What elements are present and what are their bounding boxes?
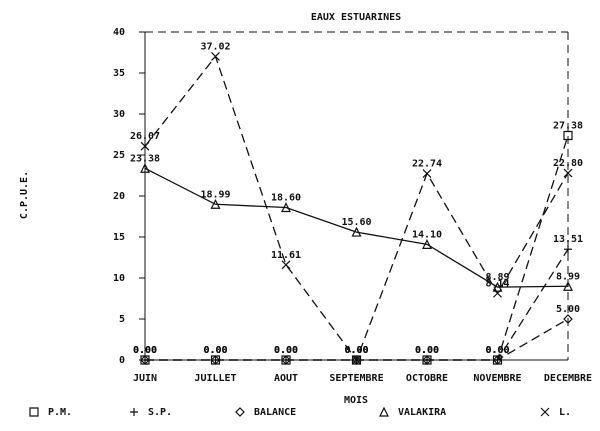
legend-label: BALANCE xyxy=(254,407,296,418)
x-tick-label: DECEMBRE xyxy=(544,373,592,384)
y-axis-label: C.P.U.E. xyxy=(19,171,30,219)
data-point xyxy=(563,168,573,178)
data-label: 8.89 xyxy=(485,272,509,283)
data-label: 0.00 xyxy=(344,345,368,356)
series-line xyxy=(144,167,569,288)
data-point xyxy=(564,245,572,254)
data-label: 0.00 xyxy=(274,345,298,356)
x-tick-label: JUIN xyxy=(133,373,157,384)
data-label: 0.00 xyxy=(485,345,509,356)
legend-marker xyxy=(235,407,245,417)
data-label: 5.00 xyxy=(556,304,580,315)
data-point xyxy=(492,355,503,365)
data-label: 13.51 xyxy=(553,234,583,245)
data-label: 0.00 xyxy=(485,345,509,356)
data-label: 0.00 xyxy=(133,345,157,356)
data-point xyxy=(422,355,432,365)
data-point xyxy=(422,239,432,249)
data-label: 0.00 xyxy=(203,345,227,356)
data-label: 14.10 xyxy=(412,229,442,240)
data-point xyxy=(281,260,291,270)
data-label: 0.00 xyxy=(415,345,439,356)
data-point xyxy=(281,202,291,213)
legend-label: L. xyxy=(559,407,571,418)
data-label: 8.99 xyxy=(556,271,580,282)
y-tick-label: 30 xyxy=(113,109,125,120)
data-point xyxy=(210,355,221,365)
series-line xyxy=(144,55,569,362)
legend-label: VALAKIRA xyxy=(398,407,446,418)
data-label: 18.99 xyxy=(200,189,230,200)
data-point xyxy=(140,355,150,365)
series-line xyxy=(145,135,569,361)
x-axis-label: MOIS xyxy=(344,395,368,406)
data-label: 0.00 xyxy=(415,345,439,356)
data-label: 0.00 xyxy=(344,345,368,356)
data-point xyxy=(352,355,361,365)
data-point xyxy=(140,141,150,151)
data-point xyxy=(140,355,150,365)
data-point xyxy=(281,355,291,365)
data-point xyxy=(422,355,432,365)
data-point xyxy=(210,355,221,365)
chart-title: EAUX ESTUARINES xyxy=(311,12,401,23)
legend-marker xyxy=(540,407,550,417)
data-label: 0.00 xyxy=(344,345,368,356)
y-tick-label: 0 xyxy=(119,355,125,366)
data-label: 0.00 xyxy=(203,345,227,356)
data-label: 0.00 xyxy=(415,345,439,356)
data-label: 23.38 xyxy=(130,153,160,164)
x-tick-label: OCTOBRE xyxy=(406,373,448,384)
data-point xyxy=(563,314,573,324)
data-label: 26.07 xyxy=(130,131,160,142)
data-point xyxy=(140,162,150,173)
y-tick-label: 40 xyxy=(113,27,125,38)
data-point xyxy=(563,130,573,141)
data-label: 15.60 xyxy=(341,217,371,228)
y-tick-label: 35 xyxy=(113,68,125,79)
x-tick-label: SEPTEMBRE xyxy=(329,373,383,384)
data-label: 8.14 xyxy=(485,278,509,289)
y-tick-label: 15 xyxy=(113,232,125,243)
data-label: 22.74 xyxy=(412,159,442,170)
x-tick-label: NOVEMBRE xyxy=(473,373,521,384)
legend-label: S.P. xyxy=(148,407,172,418)
data-point xyxy=(210,198,221,209)
data-point xyxy=(563,280,573,291)
data-label: 0.00 xyxy=(485,345,509,356)
data-label: 18.60 xyxy=(271,192,301,203)
y-tick-label: 5 xyxy=(119,314,125,325)
data-point xyxy=(351,226,362,237)
legend-marker xyxy=(379,406,389,417)
data-label: 0.00 xyxy=(133,345,157,356)
data-point xyxy=(492,281,503,292)
legend-marker xyxy=(29,407,39,417)
data-label: 27.38 xyxy=(553,120,583,131)
data-point xyxy=(492,355,503,365)
data-point xyxy=(493,288,502,298)
data-label: 22.80 xyxy=(553,158,583,169)
data-label: 0.00 xyxy=(133,345,157,356)
x-tick-label: JUILLET xyxy=(194,373,236,384)
data-label: 0.00 xyxy=(274,345,298,356)
y-tick-label: 20 xyxy=(113,191,125,202)
data-point xyxy=(351,355,362,365)
data-label: 11.61 xyxy=(271,250,301,261)
data-point xyxy=(281,355,291,365)
data-point xyxy=(422,169,432,178)
legend-marker xyxy=(130,408,138,416)
x-tick-label: AOUT xyxy=(274,373,298,384)
data-point xyxy=(211,52,220,61)
y-tick-label: 10 xyxy=(113,273,125,284)
data-label: 0.00 xyxy=(203,345,227,356)
legend-label: P.M. xyxy=(48,407,72,418)
data-label: 0.00 xyxy=(344,345,368,356)
data-label: 37.02 xyxy=(200,41,230,52)
y-tick-label: 25 xyxy=(113,150,125,161)
data-label: 0.00 xyxy=(274,345,298,356)
series-line xyxy=(145,248,569,361)
